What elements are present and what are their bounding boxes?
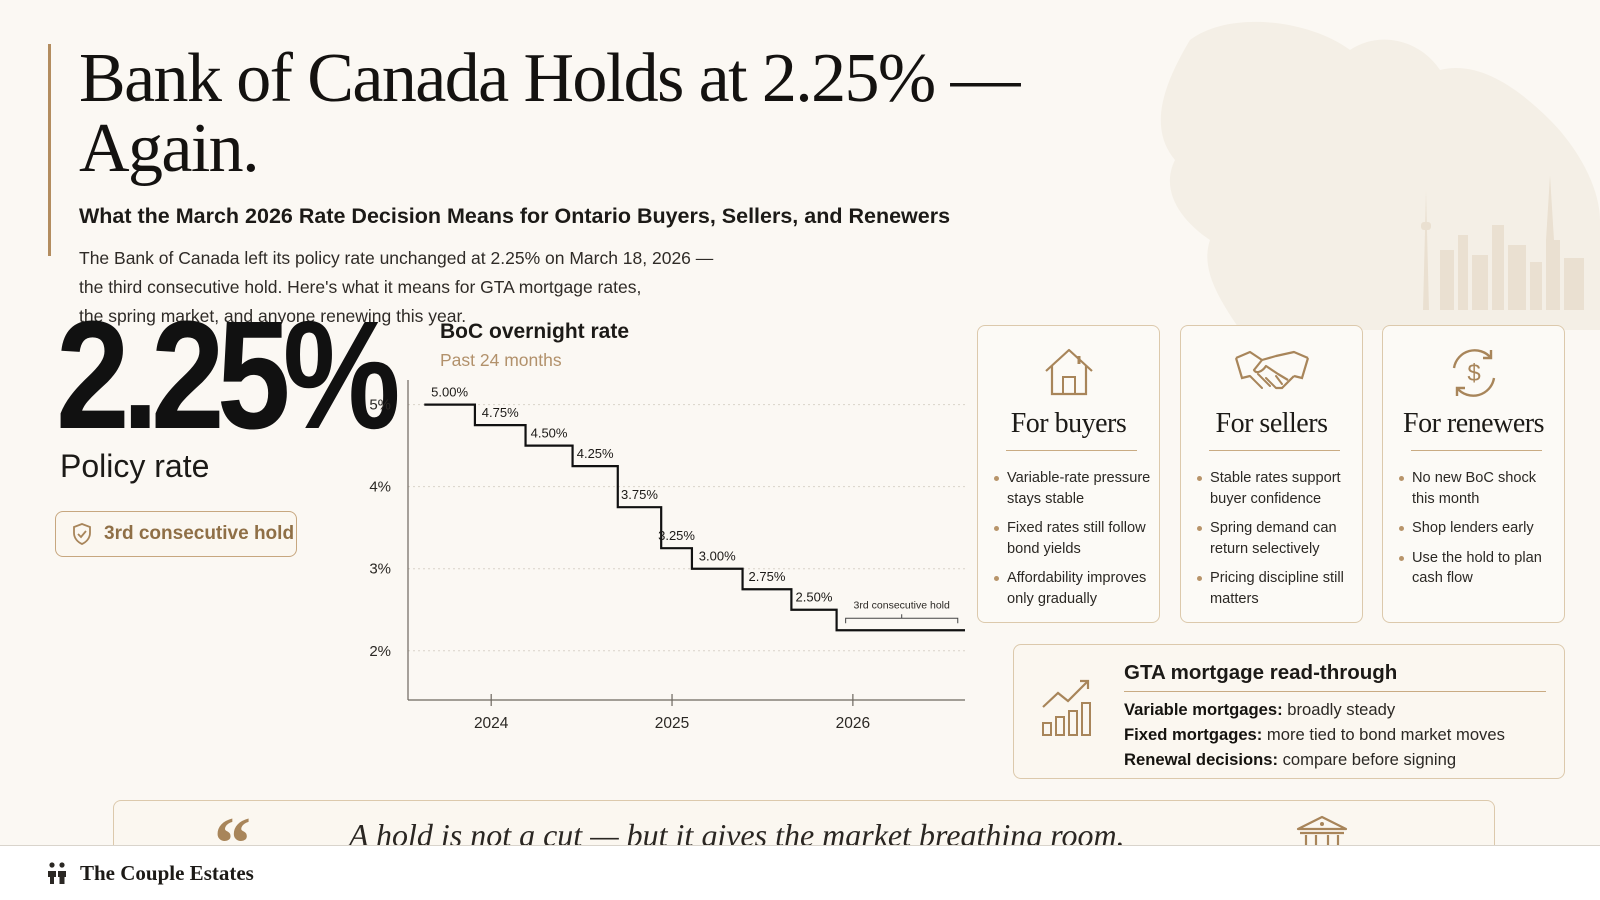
y-tick-label: 4% [369,479,391,496]
annotation-label: 3rd consecutive hold [854,599,950,611]
data-label: 4.25% [577,446,614,461]
gta-row: Variable mortgages: broadly steady [1124,697,1505,722]
x-tick-label: 2024 [474,715,509,732]
intro-line: the third consecutive hold. Here's what … [79,277,642,297]
policy-rate-value: 2.25% [56,289,401,461]
y-tick-label: 3% [369,561,391,578]
data-label: 3.00% [699,549,736,564]
footer-bar: The Couple Estates [0,845,1600,900]
x-tick-label: 2026 [836,715,870,732]
couple-icon [48,862,66,884]
y-tick-label: 2% [369,643,391,660]
data-label: 4.75% [482,405,519,420]
data-label: 2.50% [796,590,833,605]
svg-text:$: $ [1467,360,1480,387]
brand-name[interactable]: The Couple Estates [80,860,254,885]
list-item: Shop lenders early [1399,518,1558,539]
x-tick-label: 2025 [655,715,689,732]
shield-check-icon [73,523,91,545]
card-divider [1209,450,1340,451]
data-label: 2.75% [749,569,786,584]
card-buyers: For buyers Variable-rate pressure stays … [977,325,1160,623]
gta-row-label: Renewal decisions: [1124,750,1279,769]
intro-text: The Bank of Canada left its policy rate … [79,244,759,331]
gta-rows: Variable mortgages: broadly steady Fixed… [1124,697,1505,772]
gta-row-label: Variable mortgages: [1124,700,1283,719]
intro-line: the spring market, and anyone renewing t… [79,306,467,326]
gta-row-value: broadly steady [1282,700,1396,719]
gta-row-value: more tied to bond market moves [1262,725,1505,744]
list-item: Pricing discipline still matters [1197,568,1356,609]
card-sellers: For sellers Stable rates support buyer c… [1180,325,1363,623]
gta-readthrough: GTA mortgage read-through Variable mortg… [1013,644,1565,779]
background-skyline-decoration [1160,21,1600,330]
card-title: For renewers [1403,408,1544,439]
house-icon [1044,348,1093,396]
data-label: 3.25% [658,528,695,543]
annotation-bracket [845,614,959,624]
list-item: Fixed rates still follow bond yields [994,518,1153,559]
list-item: Affordability improves only gradually [994,568,1153,609]
page-subtitle: What the March 2026 Rate Decision Means … [79,204,951,228]
dollar-cycle-icon: $ [1452,349,1495,397]
data-label: 3.75% [621,487,658,502]
card-renewers: $ For renewers No new BoC shock this mon… [1382,325,1565,623]
rate-chart: 5% 4% 3% 2% 2024 2025 2026 5.00% 4.75% 4.50% 4.25%… [369,380,965,732]
list-item: Variable-rate pressure stays stable [994,468,1153,509]
list-item: Stable rates support buyer confidence [1197,468,1356,509]
intro-line: The Bank of Canada left its policy rate … [79,248,714,268]
y-tick-label: 5% [369,397,391,414]
card-divider [1006,450,1137,451]
header: Bank of Canada Holds at 2.25% — Again. W… [48,40,1108,326]
chart-title: BoC overnight rate [440,320,630,343]
chart-growth-icon [1042,679,1091,736]
page-title: Bank of Canada Holds at 2.25% — Again. [79,40,1021,187]
card-list: No new BoC shock this month Shop lenders… [1399,468,1558,598]
data-label: 5.00% [431,385,468,400]
list-item: No new BoC shock this month [1399,468,1558,509]
handshake-icon [1234,350,1309,390]
gta-row: Renewal decisions: compare before signin… [1124,747,1505,772]
list-item: Spring demand can return selectively [1197,518,1356,559]
chart-subtitle: Past 24 months [440,350,562,370]
gta-divider [1124,691,1546,692]
gta-title: GTA mortgage read-through [1124,661,1398,684]
rate-step-line [424,403,965,632]
policy-rate-label: Policy rate [60,448,210,484]
card-list: Variable-rate pressure stays stable Fixe… [994,468,1153,618]
hold-badge-label: 3rd consecutive hold [104,523,295,544]
list-item: Use the hold to plan cash flow [1399,548,1558,589]
card-title: For buyers [1010,408,1127,439]
gta-row-label: Fixed mortgages: [1124,725,1263,744]
card-list: Stable rates support buyer confidence Sp… [1197,468,1356,618]
data-label: 4.50% [531,426,568,441]
gta-row-value: compare before signing [1278,750,1457,769]
card-title: For sellers [1215,408,1328,439]
card-divider [1411,450,1542,451]
hold-badge: 3rd consecutive hold [55,511,297,557]
gta-row: Fixed mortgages: more tied to bond marke… [1124,722,1505,747]
